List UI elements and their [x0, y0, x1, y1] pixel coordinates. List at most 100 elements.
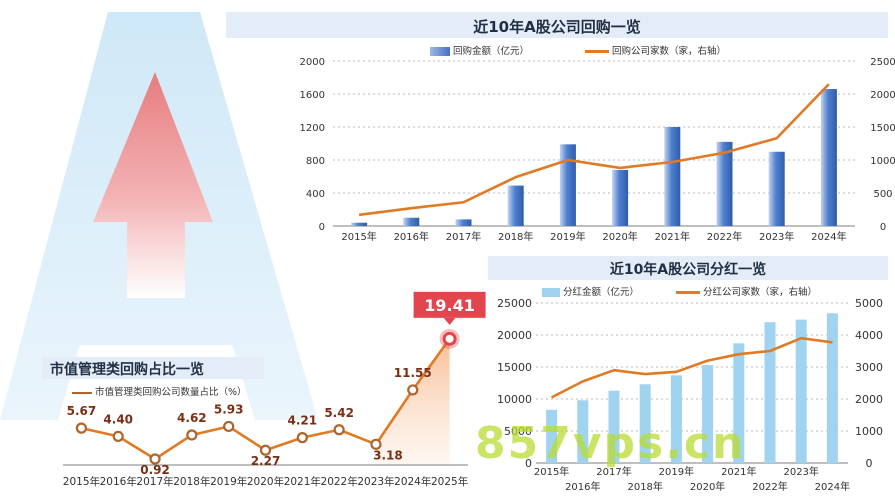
legend-swatch-bar	[542, 288, 560, 297]
x-tick-label: 2023年	[783, 465, 818, 478]
legend-swatch-line	[585, 50, 609, 53]
y-tick-label: 400	[306, 189, 325, 200]
data-point	[223, 420, 235, 433]
x-tick-label: 2019年	[659, 465, 694, 478]
series-line	[551, 336, 833, 399]
y-tick-label: 5000	[504, 425, 532, 438]
series-line	[358, 83, 830, 217]
y-tick-label: 10000	[497, 393, 532, 406]
bar	[702, 365, 714, 463]
x-tick-label: 2020年	[690, 480, 725, 493]
x-tick-label: 2016年	[565, 480, 600, 493]
y2-tick-label: 1000	[870, 156, 895, 167]
y-tick-label: 20000	[497, 329, 532, 342]
legend-swatch-bar	[430, 47, 450, 56]
data-label: 2.27	[251, 454, 281, 468]
bar	[670, 375, 682, 463]
bar	[351, 222, 368, 226]
y2-tick-label: 1500	[870, 123, 895, 134]
x-tick-label: 2015年	[534, 465, 569, 478]
y2-tick-label: 5000	[855, 297, 883, 310]
bar	[716, 141, 733, 226]
area-fill	[375, 338, 450, 465]
x-tick-label: 2019年	[210, 475, 247, 488]
bar	[733, 343, 745, 463]
data-label: 4.40	[103, 412, 133, 426]
x-tick-label: 2020年	[247, 475, 284, 488]
data-point	[112, 430, 124, 442]
x-tick-label: 2024年	[811, 230, 846, 243]
x-tick-label: 2018年	[498, 230, 533, 243]
buyback-legend-line: 回购公司家数（家，右轴）	[585, 43, 726, 57]
buyback-chart-title-bar: 近10年A股公司回购一览	[226, 12, 888, 38]
data-label: 5.93	[214, 402, 244, 416]
x-tick-label: 2018年	[627, 480, 662, 493]
x-tick-label: 2016年	[100, 475, 137, 488]
data-point	[333, 424, 345, 436]
data-label: 4.21	[288, 414, 318, 428]
data-point	[186, 429, 198, 441]
dividend-chart-title: 近10年A股公司分红一览	[609, 262, 767, 278]
y-tick-label: 800	[306, 156, 325, 167]
bar	[768, 151, 785, 226]
y2-tick-label: 0	[866, 457, 873, 470]
data-label: 3.18	[373, 448, 403, 462]
bar	[664, 127, 681, 226]
legend-label-buyback-count: 回购公司家数（家，右轴）	[612, 46, 727, 57]
bar	[507, 185, 524, 226]
legend-swatch-line	[72, 391, 92, 394]
bar	[455, 219, 472, 226]
legend-label-mv-share: 市值管理类回购公司数量占比（%）	[95, 387, 247, 398]
bar	[403, 217, 420, 226]
data-point	[259, 444, 272, 456]
bar	[820, 89, 837, 226]
x-tick-label: 2017年	[446, 230, 481, 243]
x-tick-label: 2024年	[394, 475, 431, 488]
x-tick-label: 2017年	[596, 465, 631, 478]
y-tick-label: 0	[525, 457, 532, 470]
y-tick-label: 25000	[497, 297, 532, 310]
data-label: 5.67	[67, 404, 97, 418]
x-tick-label: 2023年	[357, 475, 394, 488]
bar	[608, 390, 620, 463]
x-tick-label: 2025年	[431, 475, 468, 488]
data-point	[296, 432, 308, 444]
highlight-box	[413, 291, 486, 318]
data-label: 11.55	[394, 366, 432, 380]
dividend-chart-title-bar: 近10年A股公司分红一览	[488, 256, 888, 280]
legend-swatch-line	[676, 291, 700, 294]
x-tick-label: 2015年	[341, 230, 376, 243]
x-tick-label: 2024年	[815, 480, 850, 493]
x-tick-label: 2017年	[136, 475, 173, 488]
y2-tick-label: 4000	[855, 329, 883, 342]
x-tick-label: 2023年	[759, 230, 794, 243]
x-tick-label: 2021年	[284, 475, 321, 488]
buyback-chart-title: 近10年A股公司回购一览	[473, 18, 641, 36]
highlight-pointer	[443, 317, 456, 325]
bar	[795, 319, 807, 463]
y2-tick-label: 500	[873, 189, 892, 200]
data-label: 5.42	[324, 406, 354, 420]
y2-tick-label: 1000	[855, 425, 883, 438]
dividend-legend-line: 分红公司家数（家，右轴）	[676, 284, 817, 298]
legend-label-dividend-amount: 分红金额（亿元）	[563, 287, 640, 298]
x-tick-label: 2016年	[394, 230, 429, 243]
y2-tick-label: 2500	[870, 57, 895, 68]
highlight-label: 19.41	[424, 296, 475, 315]
x-tick-label: 2022年	[752, 480, 787, 493]
y2-tick-label: 2000	[855, 393, 883, 406]
x-tick-label: 2018年	[173, 475, 210, 488]
x-tick-label: 2022年	[321, 475, 358, 488]
data-point	[149, 453, 161, 465]
y2-tick-label: 2000	[870, 90, 895, 101]
data-label: 4.62	[177, 411, 207, 425]
data-point	[442, 331, 457, 346]
y-tick-label: 15000	[497, 361, 532, 374]
legend-label-buyback-amount: 回购金额（亿元）	[453, 46, 530, 57]
y2-tick-label: 3000	[855, 361, 883, 374]
y-tick-label: 1600	[300, 90, 325, 101]
buyback-legend-bar: 回购金额（亿元）	[430, 43, 529, 57]
bar	[559, 144, 576, 226]
